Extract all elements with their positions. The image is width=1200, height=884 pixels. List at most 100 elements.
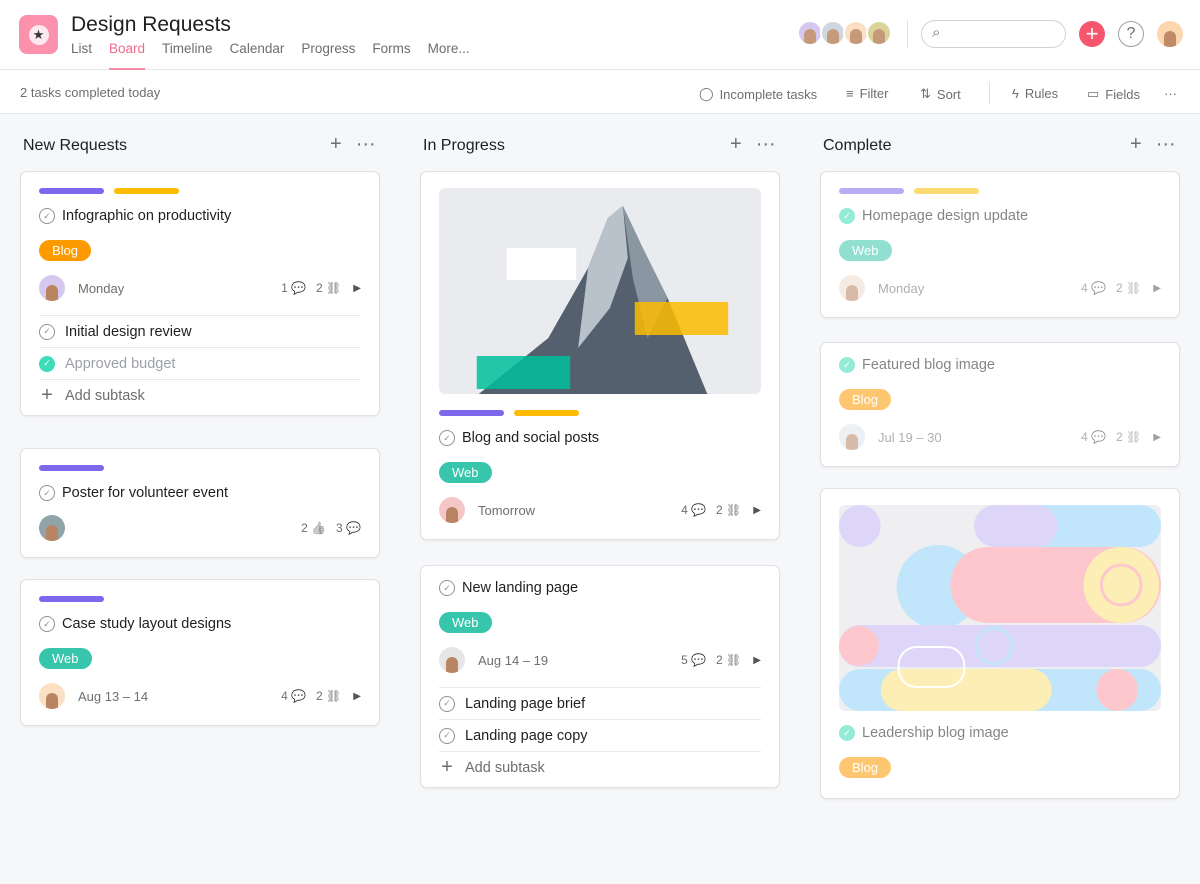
comments-count[interactable]: 4 💬 — [1081, 430, 1107, 444]
add-subtask-button[interactable]: + Add subtask — [39, 379, 361, 411]
task-title[interactable]: New landing page — [462, 580, 579, 596]
subtask-checkbox-icon[interactable]: ✓ — [39, 323, 55, 340]
comments-count[interactable]: 1 💬 — [281, 281, 307, 295]
expand-subtasks-icon[interactable]: ▶ — [353, 690, 361, 702]
member-avatar[interactable] — [797, 20, 823, 46]
due-date[interactable]: Aug 13 – 14 — [78, 688, 149, 704]
subtasks-count[interactable]: 2 ⛓ — [316, 281, 342, 295]
due-date[interactable]: Monday — [78, 280, 125, 296]
help-button[interactable]: ? — [1118, 21, 1144, 47]
complete-checkbox-icon[interactable]: ✓ — [839, 725, 855, 741]
assignee-avatar[interactable] — [39, 683, 65, 709]
assignee-avatar[interactable] — [839, 424, 865, 450]
due-date[interactable]: Tomorrow — [478, 502, 536, 518]
subtasks-count[interactable]: 2 ⛓ — [316, 689, 342, 703]
fields-label: Fields — [1105, 86, 1140, 102]
column-menu-button[interactable]: ··· — [1155, 133, 1176, 155]
task-card[interactable]: ✓ Infographic on productivity Blog Monday 1 … — [20, 171, 380, 416]
comments-count[interactable]: 3 💬 — [336, 521, 361, 535]
task-card[interactable]: ✓ Homepage design update Web Monday 4 💬 2 ⛓ ▶ — [820, 171, 1180, 318]
subtask-row[interactable]: ✓ Approved budget — [39, 347, 361, 379]
tab-board[interactable]: Board — [109, 41, 146, 70]
expand-subtasks-icon[interactable]: ▶ — [753, 504, 761, 516]
subtask-row[interactable]: ✓ Landing page brief — [439, 687, 761, 719]
task-card[interactable]: ✓ Featured blog image Blog Jul 19 – 30 4 💬 2 … — [820, 342, 1180, 467]
incomplete-label: Incomplete tasks — [719, 86, 818, 102]
quick-add-button[interactable]: + — [1079, 21, 1105, 47]
rules-button[interactable]: ϟ Rules — [1012, 86, 1058, 101]
expand-subtasks-icon[interactable]: ▶ — [753, 654, 761, 666]
comments-count[interactable]: 4 💬 — [1081, 281, 1107, 295]
tab-timeline[interactable]: Timeline — [162, 41, 213, 56]
complete-checkbox-icon[interactable]: ✓ — [39, 616, 55, 632]
task-card[interactable]: ✓ Leadership blog image Blog — [820, 488, 1180, 799]
subtasks-count[interactable]: 2 ⛓ — [1116, 281, 1142, 295]
add-task-button[interactable]: + — [1130, 133, 1142, 155]
complete-checkbox-icon[interactable]: ✓ — [839, 357, 855, 373]
add-task-button[interactable]: + — [330, 133, 342, 155]
member-avatar[interactable] — [866, 20, 892, 46]
expand-subtasks-icon[interactable]: ▶ — [353, 282, 361, 294]
task-card[interactable]: ✓ New landing page Web Aug 14 – 19 5 💬 2 ⛓ ▶ ✓ L… — [420, 565, 780, 788]
task-title[interactable]: Poster for volunteer event — [62, 485, 229, 501]
tab-list[interactable]: List — [71, 41, 93, 56]
complete-checkbox-icon[interactable]: ✓ — [39, 485, 55, 501]
subtask-checkbox-icon[interactable]: ✓ — [39, 355, 55, 372]
task-card[interactable]: ✓ Blog and social posts Web Tomorrow 4 💬 2 ⛓ ▶ — [420, 171, 780, 540]
incomplete-tasks-button[interactable]: ◯ Incomplete tasks — [699, 86, 817, 102]
task-title[interactable]: Infographic on productivity — [62, 208, 232, 224]
more-options-button[interactable]: ··· — [1164, 86, 1177, 101]
likes-count[interactable]: 2 👍 — [301, 521, 327, 535]
subtask-checkbox-icon[interactable]: ✓ — [439, 695, 455, 712]
member-avatar[interactable] — [820, 20, 846, 46]
sort-icon: ⇅ — [920, 86, 931, 101]
sort-button[interactable]: ⇅ Sort — [920, 86, 961, 102]
tab-calendar[interactable]: Calendar — [229, 41, 285, 56]
task-title[interactable]: Blog and social posts — [462, 430, 600, 446]
complete-checkbox-icon[interactable]: ✓ — [439, 430, 455, 446]
subtasks-count[interactable]: 2 ⛓ — [716, 653, 742, 667]
tab-progress[interactable]: Progress — [301, 41, 356, 56]
task-title[interactable]: Homepage design update — [862, 208, 1029, 224]
tab-more[interactable]: More... — [427, 41, 470, 56]
subtask-checkbox-icon[interactable]: ✓ — [439, 727, 455, 744]
subtasks-count[interactable]: 2 ⛓ — [1116, 430, 1142, 444]
assignee-avatar[interactable] — [39, 275, 65, 301]
task-title[interactable]: Leadership blog image — [862, 725, 1009, 741]
assignee-avatar[interactable] — [439, 647, 465, 673]
project-icon[interactable]: ★ — [19, 15, 58, 54]
comments-count[interactable]: 5 💬 — [681, 653, 707, 667]
comments-count[interactable]: 4 💬 — [281, 689, 307, 703]
filter-button[interactable]: ≡ Filter — [846, 86, 888, 101]
expand-subtasks-icon[interactable]: ▶ — [1153, 282, 1161, 294]
task-title[interactable]: Case study layout designs — [62, 616, 232, 632]
add-task-button[interactable]: + — [730, 133, 742, 155]
user-avatar[interactable] — [1157, 21, 1183, 47]
due-date[interactable]: Jul 19 – 30 — [878, 429, 942, 445]
due-date[interactable]: Monday — [878, 280, 925, 296]
member-avatar[interactable] — [843, 20, 869, 46]
subtask-row[interactable]: ✓ Landing page copy — [439, 719, 761, 751]
comments-count[interactable]: 4 💬 — [681, 503, 707, 517]
complete-checkbox-icon[interactable]: ✓ — [839, 208, 855, 224]
task-title[interactable]: Featured blog image — [862, 357, 995, 373]
member-avatars[interactable] — [797, 20, 892, 46]
complete-checkbox-icon[interactable]: ✓ — [39, 208, 55, 224]
task-card[interactable]: ✓ Case study layout designs Web Aug 13 – 14… — [20, 579, 380, 726]
assignee-avatar[interactable] — [439, 497, 465, 523]
due-date[interactable]: Aug 14 – 19 — [478, 652, 549, 668]
column-menu-button[interactable]: ··· — [355, 133, 376, 155]
tab-forms[interactable]: Forms — [372, 41, 411, 56]
fields-button[interactable]: ▭ Fields — [1087, 86, 1140, 102]
column-menu-button[interactable]: ··· — [755, 133, 776, 155]
complete-checkbox-icon[interactable]: ✓ — [439, 580, 455, 596]
search-input[interactable]: ⌕ — [921, 20, 1066, 48]
assignee-avatar[interactable] — [839, 275, 865, 301]
assignee-avatar[interactable] — [39, 515, 65, 541]
add-subtask-button[interactable]: + Add subtask — [439, 751, 761, 783]
column-actions: + ··· — [330, 133, 376, 156]
subtask-row[interactable]: ✓ Initial design review — [39, 315, 361, 347]
expand-subtasks-icon[interactable]: ▶ — [1153, 431, 1161, 443]
subtasks-count[interactable]: 2 ⛓ — [716, 503, 742, 517]
task-card[interactable]: ✓ Poster for volunteer event 2 👍 3 💬 — [20, 448, 380, 558]
